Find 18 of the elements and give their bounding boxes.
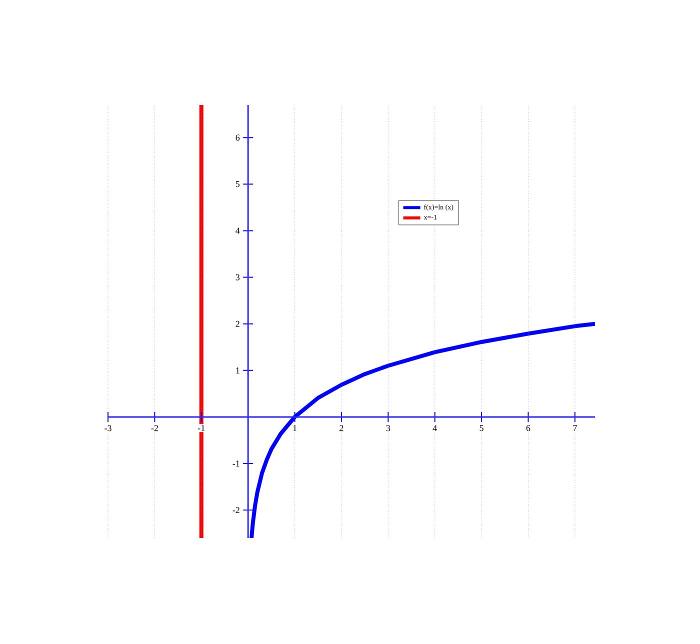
x-tick-label: -2 [151, 425, 158, 432]
x-tick-label: -3 [104, 425, 112, 432]
y-tick-label: -1 [232, 460, 240, 466]
x-tick-label: -1 [198, 425, 205, 432]
y-tick-label: 5 [236, 181, 240, 188]
y-tick-label: 1 [236, 367, 240, 374]
x-tick-label: 5 [480, 425, 484, 432]
x-tick-label: 4 [432, 425, 437, 432]
y-tick-label: 2 [236, 320, 240, 327]
x-tick-label: 6 [526, 425, 530, 432]
x-tick-label: 1 [293, 425, 296, 432]
y-tick-label: 4 [236, 228, 240, 234]
x-tick-label: 3 [386, 425, 390, 432]
y-tick-label: 3 [236, 274, 240, 280]
x-tick-label: 2 [340, 425, 344, 432]
x-tick-label: 7 [573, 425, 577, 432]
y-tick-label: 6 [236, 134, 240, 141]
y-tick-label: -2 [232, 507, 240, 514]
